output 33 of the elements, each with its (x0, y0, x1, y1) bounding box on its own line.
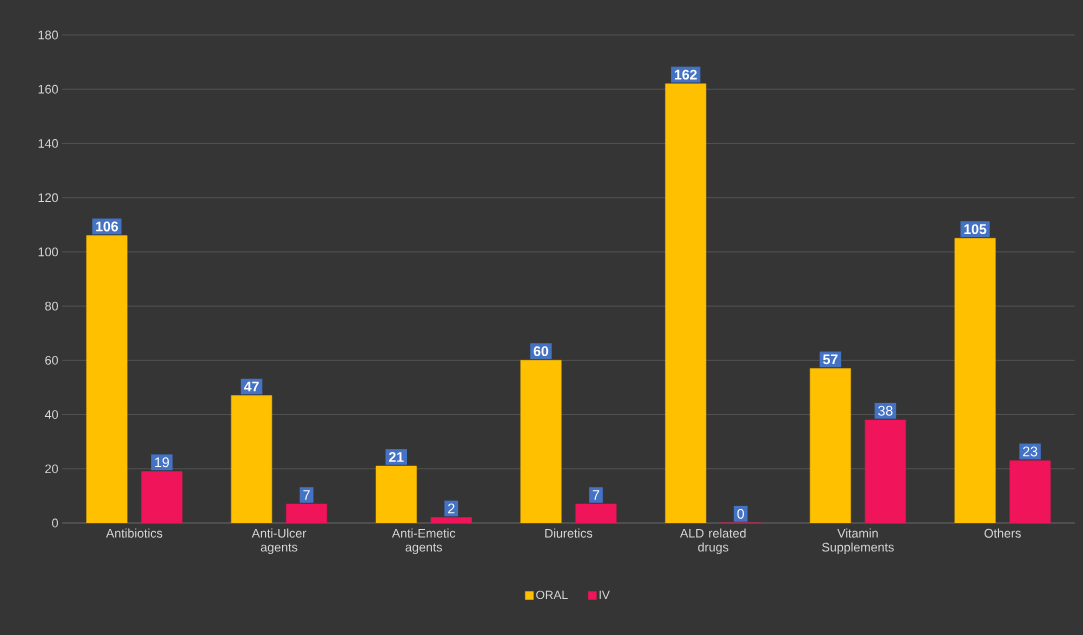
data-label: 0 (737, 508, 745, 519)
x-tick-label: Anti-Emetic agents (391, 528, 456, 555)
y-tick-label: 180 (38, 30, 58, 40)
y-tick-label: 20 (45, 464, 58, 474)
x-tick-label: Others (984, 528, 1021, 538)
data-label: 105 (964, 224, 987, 235)
y-tick-label: 0 (52, 518, 58, 528)
data-label: 7 (592, 490, 600, 500)
x-tick-label: Antibiotics (106, 528, 163, 538)
data-label: 7 (303, 490, 310, 500)
data-label: 106 (96, 221, 118, 232)
y-tick-label: 140 (38, 139, 58, 148)
data-label: 19 (155, 457, 169, 468)
data-label: 2 (448, 503, 455, 514)
y-tick-label: 120 (38, 193, 58, 203)
legend-label: IV (599, 590, 610, 599)
legend-label: ORAL (536, 590, 568, 600)
x-tick-label: Anti-Ulcer agents (251, 528, 307, 555)
data-label: 47 (244, 381, 259, 392)
x-tick-label: ALD related drugs (679, 528, 746, 555)
data-label: 23 (1023, 446, 1038, 457)
y-tick-label: 40 (44, 410, 58, 419)
data-label: 57 (823, 354, 838, 365)
data-label: 60 (533, 346, 549, 357)
y-tick-label: 60 (45, 355, 58, 365)
data-label: 21 (389, 452, 404, 462)
x-tick-label: Diuretics (545, 528, 593, 538)
y-tick-label: 100 (38, 247, 58, 257)
data-label: 38 (878, 405, 893, 416)
y-tick-label: 80 (45, 301, 58, 311)
y-tick-label: 160 (38, 84, 58, 94)
x-tick-label: Vitamin Supplements (822, 528, 894, 555)
data-label: 162 (674, 69, 697, 80)
